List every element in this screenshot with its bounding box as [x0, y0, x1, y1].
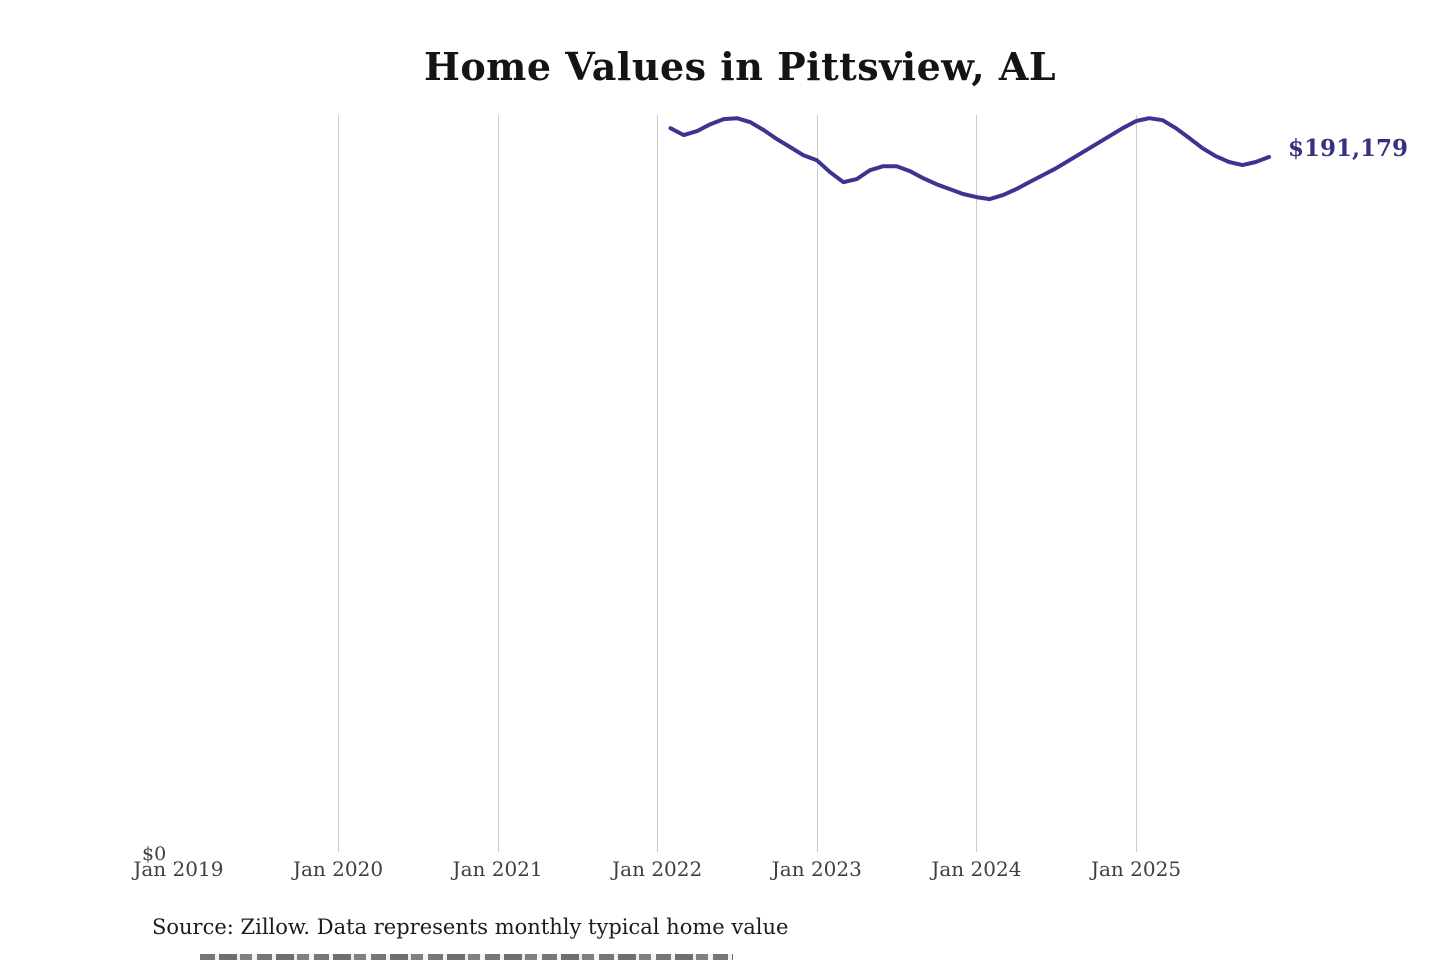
source-attribution: Source: Zillow. Data represents monthly …	[152, 915, 789, 939]
x-tick-label-jan-2024: Jan 2024	[931, 857, 1022, 881]
latest-value-annotation: $191,179	[1288, 135, 1409, 162]
x-tick-label-jan-2021: Jan 2021	[452, 857, 543, 881]
gridline-jan-2021	[497, 115, 499, 852]
gridline-jan-2023	[816, 115, 818, 852]
x-tick-label-jan-2025: Jan 2025	[1090, 857, 1182, 881]
gridline-jan-2020	[338, 115, 339, 852]
gridline-jan-2025	[1136, 115, 1137, 852]
x-tick-label-jan-2020: Jan 2020	[292, 857, 384, 881]
gridline-jan-2024	[976, 115, 978, 852]
chart-title: Home Values in Pittsview, AL	[423, 44, 1057, 89]
x-tick-label-jan-2022: Jan 2022	[612, 857, 703, 881]
x-tick-label-jan-2019: Jan 2019	[133, 857, 224, 881]
home-value-trend-line	[668, 116, 1271, 202]
x-tick-label-jan-2023: Jan 2023	[771, 857, 862, 881]
cropped-bottom-text-fragment	[200, 954, 733, 960]
gridline-jan-2022	[657, 115, 659, 852]
y-axis-zero-label: $0	[142, 843, 167, 865]
